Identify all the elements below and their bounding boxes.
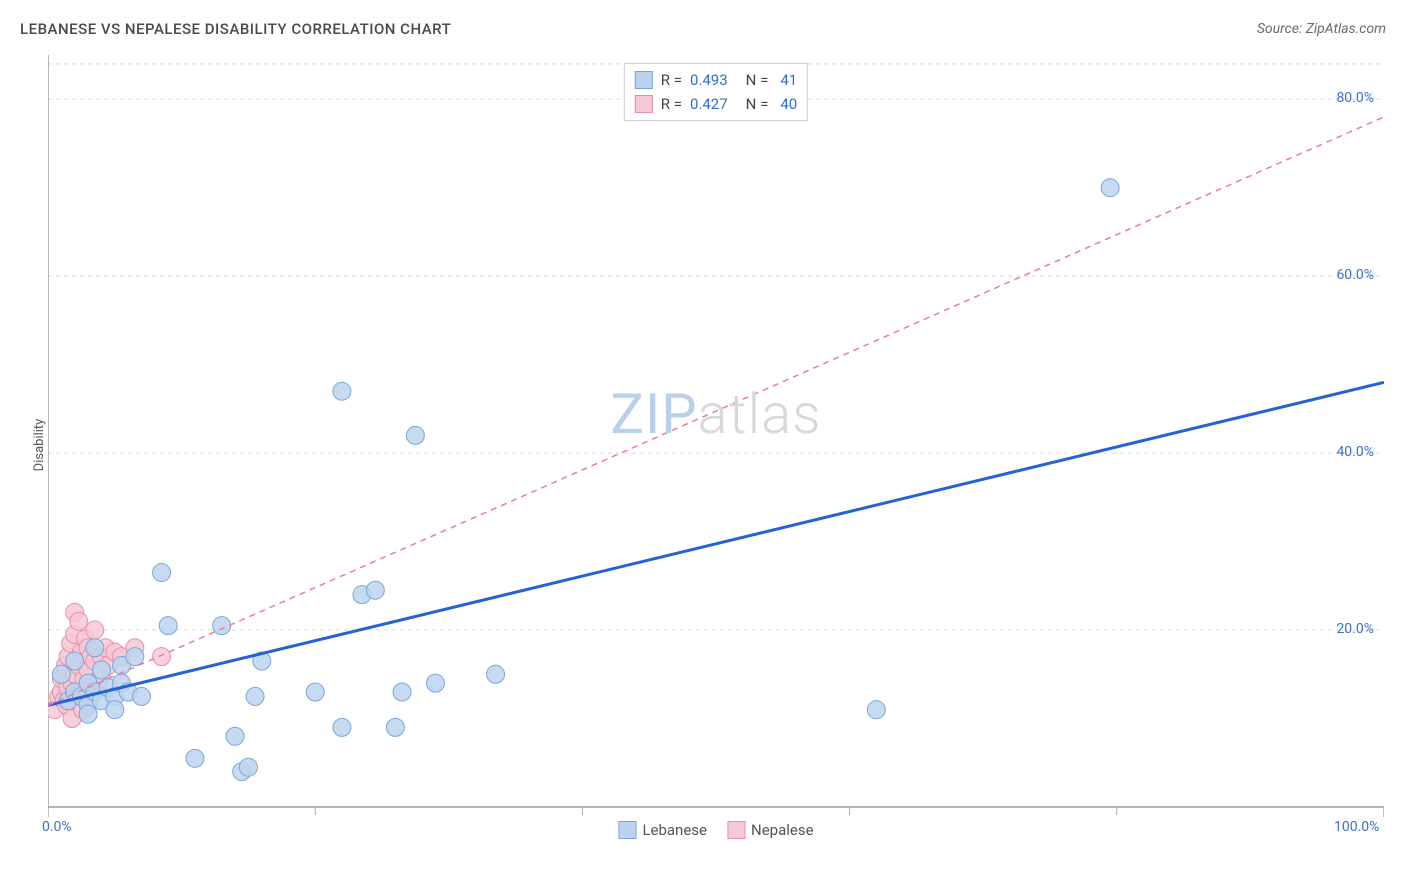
legend-swatch [635,71,653,89]
legend-swatch [635,95,653,113]
chart-title: LEBANESE VS NEPALESE DISABILITY CORRELAT… [20,20,451,38]
scatter-plot [48,55,1384,835]
legend-series: Lebanese Nepalese [618,821,813,839]
legend-n-label: N = [746,68,769,92]
legend-r-value: 0.427 [690,92,728,116]
source-prefix: Source: [1257,21,1306,37]
y-tick-label: 80.0% [1336,90,1374,106]
y-tick-label: 40.0% [1336,444,1374,460]
y-tick-label: 60.0% [1336,267,1374,283]
legend-n-value: 41 [780,68,797,92]
legend-series-item: Nepalese [727,821,814,839]
y-axis-label: Disability [32,419,47,472]
legend-r-label: R = [661,68,682,92]
legend-stat-row: R = 0.493 N = 41 [635,68,797,92]
chart-area: Disability ZIPatlas R = 0.493N = 41R = 0… [48,55,1384,835]
legend-n-value: 40 [780,92,797,116]
y-tick-label: 20.0% [1336,621,1374,637]
x-tick-label: 0.0% [42,819,72,835]
legend-swatch [727,821,745,839]
legend-series-label: Lebanese [642,821,707,839]
legend-r-label: R = [661,92,682,116]
chart-source: Source: ZipAtlas.com [1257,21,1386,37]
legend-n-label: N = [746,92,769,116]
legend-stat-row: R = 0.427 N = 40 [635,92,797,116]
x-tick-label: 100.0% [1334,819,1379,835]
chart-header: LEBANESE VS NEPALESE DISABILITY CORRELAT… [20,20,1386,38]
legend-stats-box: R = 0.493 N = 41 R = 0.427 N = 40 [624,63,808,121]
legend-series-item: Lebanese [618,821,707,839]
legend-series-label: Nepalese [751,821,814,839]
legend-swatch [618,821,636,839]
legend-r-value: 0.493 [690,68,728,92]
source-name: ZipAtlas.com [1306,21,1386,37]
